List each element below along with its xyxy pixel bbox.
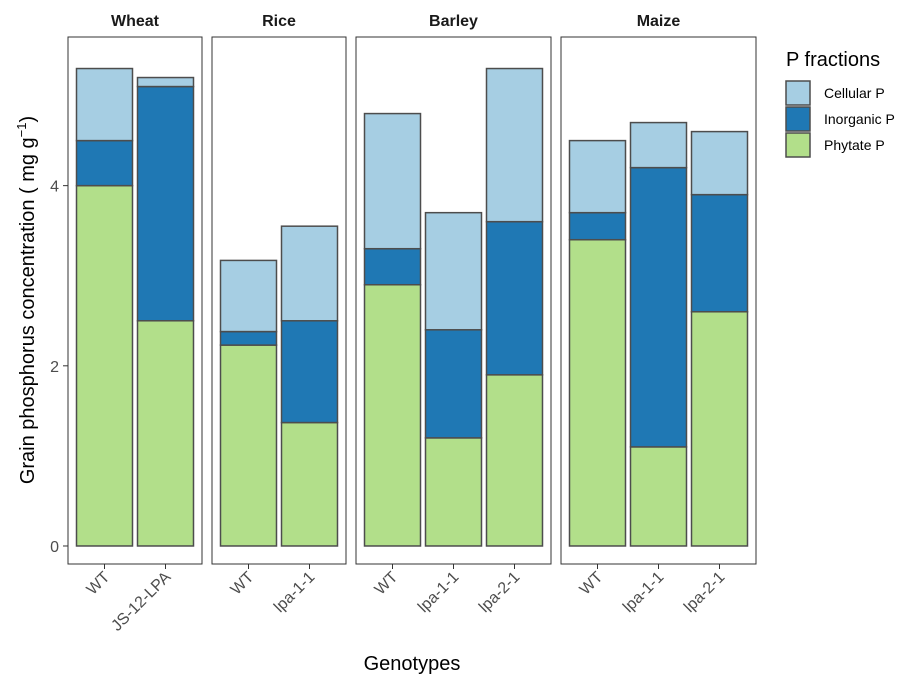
bar-segment-phytate (424, 437, 483, 547)
bar-segment-cellular (485, 67, 544, 223)
bar-segment-cellular (280, 225, 339, 322)
bar-segment-cellular (219, 259, 278, 333)
x-tick-label: lpa-1-1 (415, 569, 462, 616)
bar-segment-phytate (363, 283, 422, 547)
bar-segment-inorganic (568, 211, 627, 241)
facet-barley: Barley WT lpa-1-1 lpa-2-1 (355, 13, 552, 616)
bar-segment-inorganic (280, 320, 339, 424)
legend-label: Phytate P (824, 137, 885, 153)
facet-panel-border (355, 36, 552, 565)
x-tick-label: WT (228, 569, 258, 599)
bar-segment-cellular (690, 130, 749, 196)
bar-segment-phytate (485, 374, 544, 547)
y-axis-title-tail: ) (17, 116, 39, 123)
y-tick-label: 2 (50, 359, 59, 376)
bar-segment-phytate (219, 344, 278, 547)
bar-segment-phytate (629, 446, 688, 547)
bar-segment-inorganic (485, 220, 544, 376)
bar-segment-phytate (280, 421, 339, 547)
bar-segment-cellular (629, 121, 688, 169)
legend-label: Inorganic P (824, 111, 895, 127)
legend-key-inorganic-p (785, 106, 811, 132)
x-tick-label: JS-12-LPA (108, 569, 174, 635)
facet-panel-border (211, 36, 347, 565)
bar-segment-inorganic (75, 139, 134, 187)
x-tick-label: lpa-1-1 (271, 569, 318, 616)
bar-segment-cellular (75, 67, 134, 142)
facet-strip-label: Barley (429, 13, 478, 30)
y-axis-title-superscript: −1 (14, 122, 29, 137)
bar-segment-cellular (424, 211, 483, 331)
bar-segment-inorganic (424, 329, 483, 439)
legend-key-phytate-p (785, 132, 811, 158)
bar-segment-phytate (568, 238, 627, 547)
bar-segment-inorganic (363, 247, 422, 286)
facet-strip-label: Wheat (111, 13, 160, 30)
bar-segment-phytate (136, 320, 195, 547)
x-tick-label: lpa-2-1 (681, 569, 728, 616)
legend-label: Cellular P (824, 85, 885, 101)
x-tick-label: WT (372, 569, 402, 599)
y-axis: 0 2 4 (50, 179, 68, 556)
x-tick-label: WT (577, 569, 607, 599)
y-axis-title: Grain phosphorus concentration ( mg g−1) (14, 116, 39, 484)
bar-segment-inorganic (136, 85, 195, 322)
bar-segment-cellular (568, 139, 627, 214)
legend-title: P fractions (786, 49, 880, 71)
bar-segment-phytate (75, 184, 134, 547)
facet-maize: Maize WT lpa-1-1 lpa-2-1 (560, 13, 757, 616)
bar-segment-phytate (690, 311, 749, 547)
bar-segment-inorganic (690, 193, 749, 313)
legend: P fractions Cellular P Inorganic P Phytate… (785, 49, 895, 158)
bar-segment-inorganic (219, 330, 278, 346)
y-tick-label: 4 (50, 179, 59, 196)
x-tick-label: lpa-2-1 (476, 569, 523, 616)
facet-panel-border (67, 36, 203, 565)
x-axis-title: Genotypes (364, 653, 461, 675)
facet-strip-label: Rice (262, 13, 296, 30)
y-tick-label: 0 (50, 539, 59, 556)
x-tick-label: WT (84, 569, 114, 599)
facet-panel-border (560, 36, 757, 565)
legend-key-cellular-p (785, 80, 811, 106)
bar-segment-cellular (363, 112, 422, 250)
facet-rice: Rice WT lpa-1-1 (211, 13, 347, 616)
bar-segment-inorganic (629, 166, 688, 448)
facet-strip-label: Maize (637, 13, 681, 30)
bar-segment-cellular (136, 76, 195, 88)
x-tick-label: lpa-1-1 (620, 569, 667, 616)
